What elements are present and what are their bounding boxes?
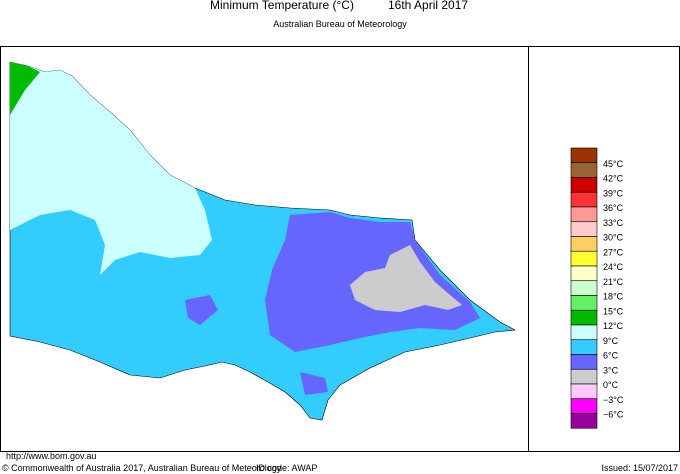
region-12-15: [10, 62, 40, 115]
legend-label: 24°C: [603, 262, 624, 272]
legend-label: 21°C: [603, 277, 624, 287]
legend-label: −6°C: [603, 410, 624, 420]
legend-swatch: [570, 280, 598, 296]
legend-swatch: [570, 324, 598, 341]
legend-label: 30°C: [603, 233, 624, 243]
legend-frame: [528, 46, 680, 452]
footer-id: ID code: AWAP: [256, 463, 317, 473]
subtitle: Australian Bureau of Meteorology: [273, 19, 407, 29]
legend-label: 45°C: [603, 159, 624, 169]
legend-label: 27°C: [603, 247, 624, 257]
legend-label: 36°C: [603, 203, 624, 213]
legend-swatch: [570, 398, 598, 414]
region-9-12: [10, 62, 212, 275]
legend-swatch: [570, 413, 598, 429]
legend-swatch: [570, 295, 598, 311]
legend-label: 33°C: [603, 218, 624, 228]
footer-url: http://www.bom.gov.au: [6, 451, 96, 461]
footer-copyright: © Commonwealth of Australia 2017, Austra…: [2, 463, 282, 473]
legend-swatch: [570, 368, 598, 385]
legend-swatch: [570, 339, 598, 355]
legend-label: 6°C: [603, 351, 619, 361]
legend-swatch: [570, 354, 598, 370]
region-0-3: [350, 245, 462, 312]
legend-swatch: [570, 206, 598, 223]
legend-label: 39°C: [603, 188, 624, 198]
legend-swatch: [570, 383, 598, 400]
legend-swatch: [570, 221, 598, 237]
map: [9, 61, 517, 421]
legend-swatch: [570, 236, 598, 252]
date: 16th April 2017: [388, 0, 468, 12]
legend-label: −3°C: [603, 395, 624, 405]
legend-label: 15°C: [603, 306, 624, 316]
legend-label: 3°C: [603, 365, 619, 375]
legend-label: 18°C: [603, 292, 624, 302]
legend-swatch: [570, 309, 598, 326]
footer-issued: Issued: 15/07/2017: [601, 463, 678, 473]
legend-label: 12°C: [603, 321, 624, 331]
legend-swatch: [570, 265, 598, 282]
legend-swatch: [570, 177, 598, 193]
legend-label: 0°C: [603, 380, 619, 390]
legend-label: 9°C: [603, 336, 619, 346]
legend-swatch: [570, 250, 598, 267]
legend-swatch: [570, 191, 598, 208]
legend-swatch: [570, 162, 598, 178]
title: Minimum Temperature (°C): [210, 0, 354, 12]
legend-swatch: [570, 147, 598, 164]
legend-label: 42°C: [603, 174, 624, 184]
